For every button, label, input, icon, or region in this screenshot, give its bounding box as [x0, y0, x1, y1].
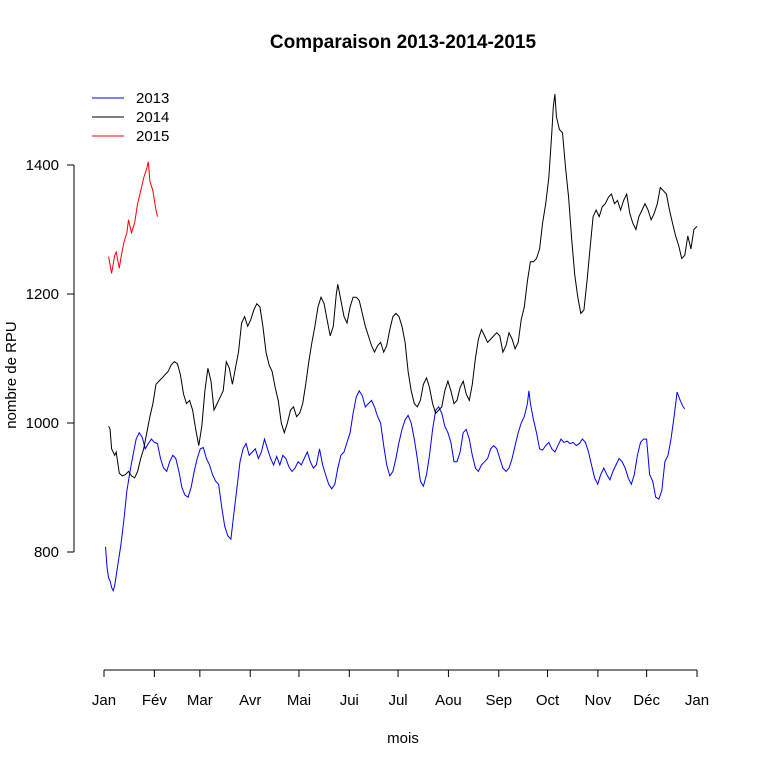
legend-label-2014: 2014	[136, 109, 169, 126]
x-tick-label-1: Fév	[142, 692, 168, 709]
y-axis: 800 1000 1200 1400	[26, 157, 75, 561]
series-layer	[105, 94, 698, 593]
x-tick-label-8: Sep	[485, 692, 512, 709]
x-tick-label-6: Jul	[388, 692, 407, 709]
series-line-2015	[108, 161, 158, 274]
legend: 2013 2014 2015	[92, 90, 169, 145]
x-axis-label: mois	[387, 730, 419, 747]
y-tick-label-1200: 1200	[26, 286, 59, 303]
y-tick-label-1000: 1000	[26, 415, 59, 432]
x-tick-label-12: Jan	[685, 692, 709, 709]
x-tick-label-7: Aou	[435, 692, 462, 709]
legend-label-2015: 2015	[136, 128, 169, 145]
series-line-2014	[108, 94, 698, 479]
y-tick-label-800: 800	[34, 544, 59, 561]
y-tick-label-1400: 1400	[26, 157, 59, 174]
x-tick-label-9: Oct	[536, 692, 560, 709]
x-tick-label-4: Mai	[287, 692, 311, 709]
chart-title: Comparaison 2013-2014-2015	[270, 32, 537, 53]
x-tick-label-0: Jan	[92, 692, 116, 709]
x-tick-label-10: Nov	[585, 692, 612, 709]
x-tick-label-5: Jui	[340, 692, 359, 709]
x-axis: Jan Fév Mar Avr Mai Jui Jul Aou Sep Oct Nov Déc Jan	[92, 669, 709, 709]
x-tick-label-11: Déc	[633, 692, 660, 709]
legend-label-2013: 2013	[136, 90, 169, 107]
series-line-2013	[105, 389, 686, 593]
x-tick-label-2: Mar	[187, 692, 213, 709]
y-axis-label: nombre de RPU	[3, 321, 20, 429]
x-tick-label-3: Avr	[239, 692, 261, 709]
